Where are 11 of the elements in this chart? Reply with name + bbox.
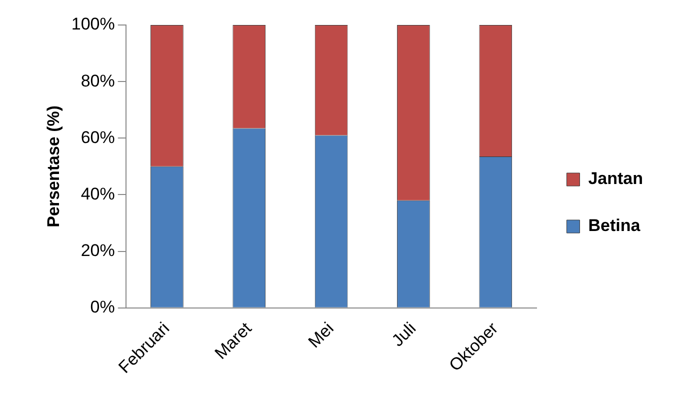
x-tick-label: Mei: [304, 318, 338, 352]
y-tick-label: 40%: [80, 184, 115, 204]
y-tick-label: 0%: [90, 298, 115, 316]
y-tick-label: 100%: [71, 14, 115, 34]
y-tick-label: 60%: [80, 128, 115, 147]
legend-label: Jantan: [588, 169, 644, 188]
y-tick-label: 80%: [80, 71, 115, 90]
y-axis-title: Persentase (%): [44, 105, 63, 228]
legend-label: Betina: [588, 216, 641, 236]
x-tick-label: Juli: [388, 318, 420, 350]
y-tick-label: 20%: [80, 240, 115, 260]
